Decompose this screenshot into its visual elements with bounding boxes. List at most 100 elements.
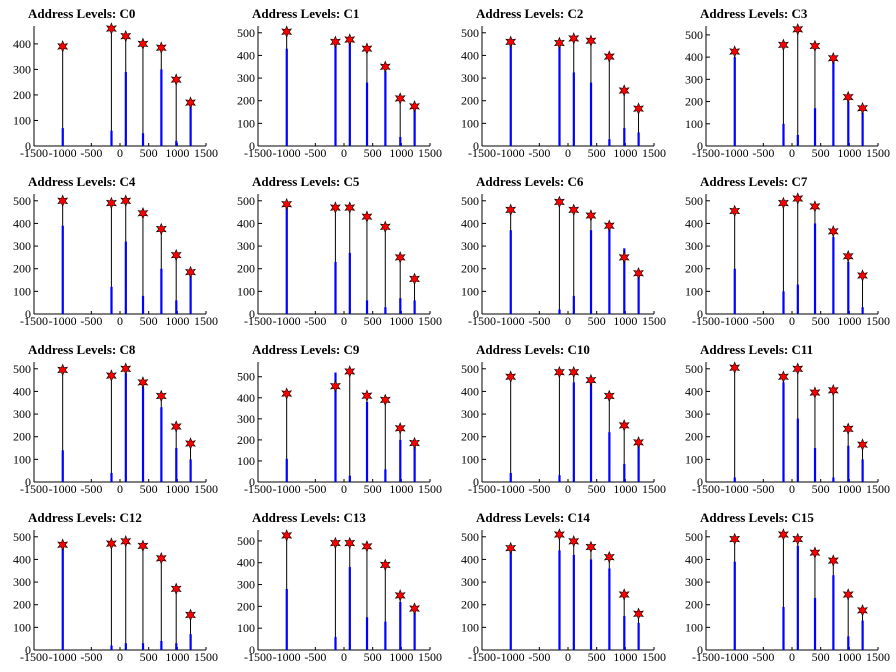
level-bar <box>160 640 163 650</box>
x-tick-label: -500 <box>752 146 774 160</box>
peak-marker <box>344 365 356 378</box>
chart-plot: 0 100 200 300 400 500 -1500 -1000 -500 0 500 1000 15… <box>237 362 442 496</box>
level-bar <box>637 443 640 482</box>
peak-marker <box>777 370 789 384</box>
chart-title: Address Levels: C12 <box>28 510 142 525</box>
y-tick-label: 100 <box>461 116 479 130</box>
x-tick-label: -1000 <box>721 482 749 496</box>
peak-marker <box>281 25 293 38</box>
x-tick-label: 1000 <box>613 314 637 328</box>
y-tick-label: 200 <box>685 598 703 612</box>
y-tick-label: 200 <box>461 430 479 444</box>
peak-marker <box>379 220 391 234</box>
peak-marker <box>361 540 373 553</box>
x-tick-label: 500 <box>140 482 158 496</box>
level-bar <box>141 133 145 146</box>
peak-marker <box>618 84 630 97</box>
peak-marker <box>633 436 644 449</box>
y-tick-label: 300 <box>237 71 255 85</box>
level-bar <box>847 101 850 146</box>
chart-title: Address Levels: C1 <box>252 6 360 21</box>
chart-panel: Address Levels: C14 0 100 200 300 400 500 -1500… <box>448 504 672 672</box>
peak-marker <box>170 248 182 262</box>
y-tick-label: 0 <box>697 139 703 153</box>
peak-marker <box>361 42 373 55</box>
level-bar <box>175 300 178 314</box>
level-bar <box>348 41 351 146</box>
peak-marker <box>809 546 821 559</box>
peak-marker <box>57 194 69 208</box>
peak-marker <box>729 361 741 374</box>
peak-marker <box>603 219 615 233</box>
y-tick-label: 100 <box>461 620 479 634</box>
x-tick-label: 1000 <box>613 482 637 496</box>
x-tick-label: 0 <box>341 650 347 664</box>
y-tick-label: 400 <box>13 384 31 398</box>
x-tick-label: 0 <box>117 314 123 328</box>
y-tick-label: 200 <box>685 95 703 109</box>
level-bar <box>832 575 835 650</box>
y-tick-label: 400 <box>685 384 703 398</box>
chart-plot: 0 100 200 300 400 500 -1500 -1000 -500 0 500 1000 15… <box>461 528 666 664</box>
y-tick-label: 300 <box>461 239 479 253</box>
y-tick-label: 0 <box>473 643 479 657</box>
peak-marker <box>568 535 580 548</box>
x-tick-label: 1000 <box>165 482 189 496</box>
y-tick-label: 300 <box>237 239 255 253</box>
level-bar <box>589 382 593 482</box>
level-bar <box>61 128 64 146</box>
level-bar <box>608 225 611 314</box>
peak-marker <box>329 201 341 214</box>
level-bar <box>558 309 561 314</box>
peak-marker <box>857 269 868 282</box>
x-tick-label: 1000 <box>165 146 189 160</box>
peak-marker <box>344 201 356 214</box>
x-tick-label: -1500 <box>244 482 272 496</box>
chart-plot: 0 100 200 300 400 500 -1500 -1000 -500 0 500 1000 15… <box>237 194 442 328</box>
x-tick-label: 500 <box>588 314 606 328</box>
y-tick-label: 200 <box>13 262 31 276</box>
peak-marker <box>329 379 341 393</box>
y-tick-label: 400 <box>237 556 255 570</box>
peak-marker <box>729 204 741 218</box>
level-bar <box>413 610 416 650</box>
level-bar <box>334 636 337 650</box>
peak-marker <box>729 45 741 58</box>
peak-marker <box>120 362 132 376</box>
x-tick-label: 0 <box>565 650 571 664</box>
x-tick-label: -1500 <box>692 650 720 664</box>
x-tick-label: -1000 <box>721 650 749 664</box>
level-bar <box>110 130 113 146</box>
x-tick-label: -500 <box>304 314 326 328</box>
x-tick-label: 1000 <box>837 650 861 664</box>
level-bar <box>782 382 785 482</box>
peak-marker <box>633 102 644 115</box>
peak-marker <box>57 363 69 377</box>
x-tick-label: 500 <box>364 650 382 664</box>
level-bar <box>589 559 593 650</box>
chart-plot: 0 100 200 300 400 -1500 -1000 -500 0 500 1000 1500 <box>13 22 218 160</box>
level-bar <box>509 472 512 482</box>
y-tick-label: 200 <box>237 94 255 108</box>
y-tick-label: 400 <box>13 552 31 566</box>
y-tick-label: 100 <box>13 113 31 127</box>
chart-plot: 0 100 200 300 400 500 -1500 -1000 -500 0 500 1000 15… <box>685 23 890 160</box>
x-tick-label: -500 <box>752 650 774 664</box>
level-bar <box>608 568 611 650</box>
peak-marker <box>842 249 854 263</box>
chart-plot: 0 100 200 300 400 500 -1500 -1000 -500 0 500 1000 15… <box>461 194 666 328</box>
x-tick-label: 1000 <box>389 650 413 664</box>
peak-marker <box>155 389 167 403</box>
level-bar <box>733 57 736 146</box>
chart-title: Address Levels: C10 <box>476 342 590 357</box>
x-tick-label: 1500 <box>418 146 442 160</box>
y-tick-label: 500 <box>237 26 255 40</box>
x-tick-label: -1000 <box>721 314 749 328</box>
x-tick-label: 1500 <box>194 314 218 328</box>
peak-marker <box>857 604 868 617</box>
level-bar <box>637 132 640 146</box>
y-tick-label: 500 <box>685 28 703 42</box>
x-tick-label: -1000 <box>49 314 77 328</box>
peak-marker <box>361 210 373 223</box>
